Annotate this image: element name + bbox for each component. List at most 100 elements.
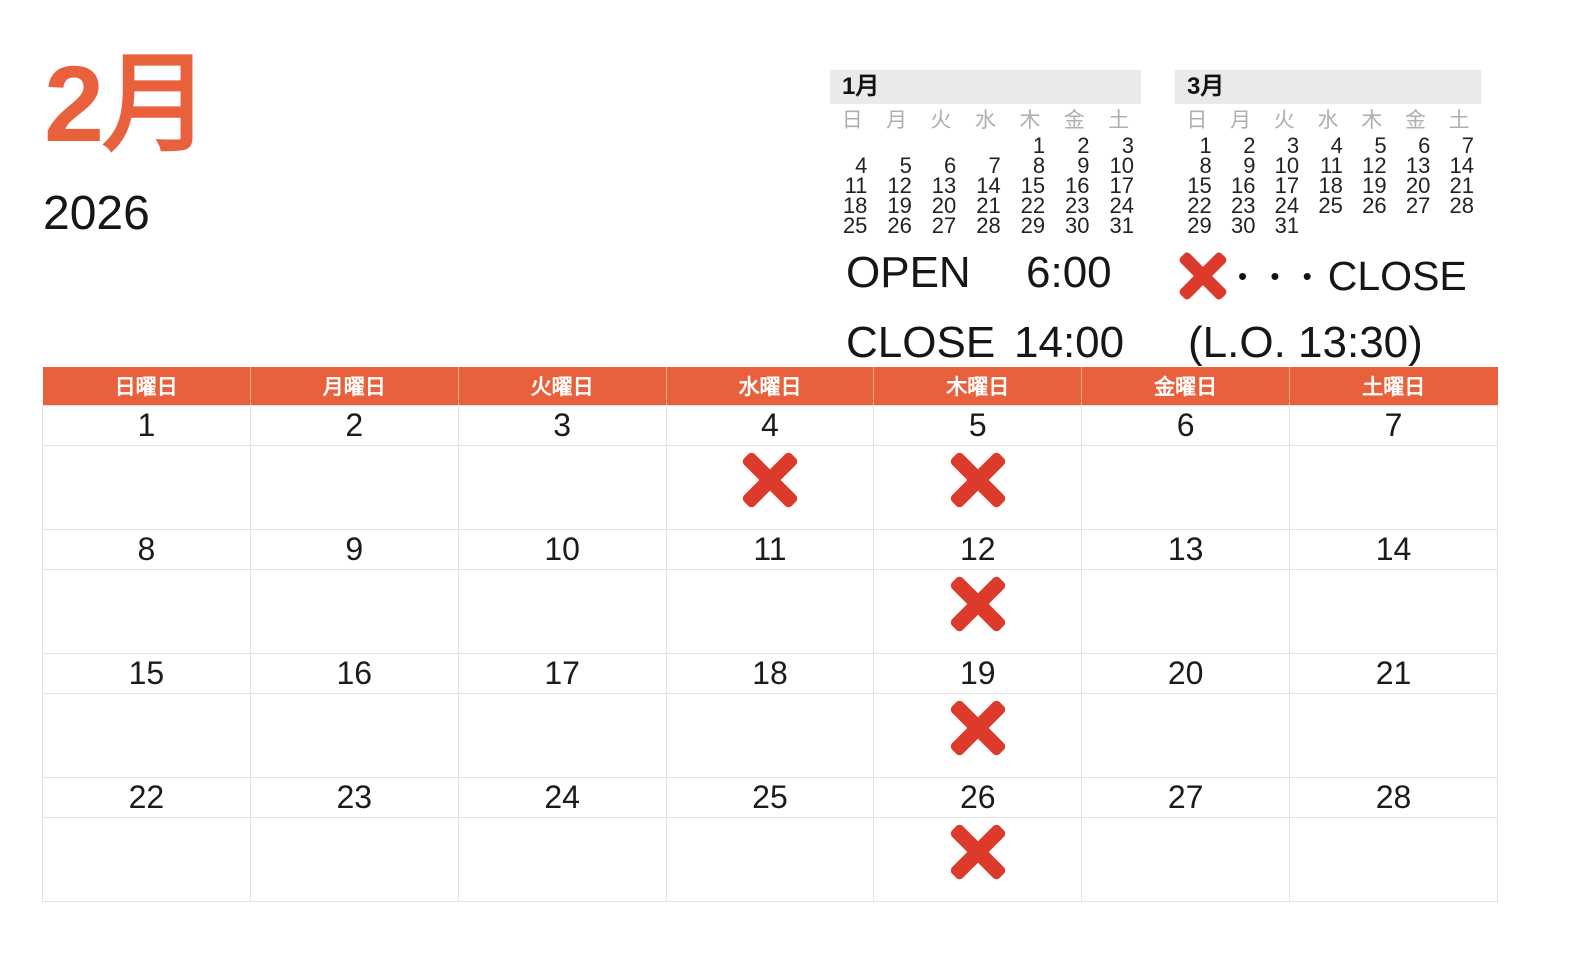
day-number: 5 (873, 404, 1083, 446)
mini-week-row: 15 16 17 18 19 20 21 (1175, 173, 1481, 198)
close-x-icon (950, 576, 1005, 631)
weekday-header: 月曜日 (250, 367, 459, 405)
day-number: 17 (457, 652, 667, 694)
mini-weekday-label: 金 (1063, 109, 1085, 132)
mini-day-empty (1306, 216, 1350, 236)
weekday-header: 金曜日 (1081, 367, 1291, 405)
day-number: 11 (665, 528, 875, 570)
mini-day: 1 (1032, 133, 1046, 158)
mini-day: 20 (1405, 173, 1431, 198)
day-number: 1 (42, 404, 251, 446)
mini-day: 31 (1109, 213, 1134, 238)
mini-day: 14 (976, 173, 1001, 198)
day-number: 3 (457, 404, 667, 446)
mini-day-empty (874, 136, 918, 156)
mini-day: 3 (1286, 133, 1300, 158)
mini-day: 22 (1187, 193, 1212, 218)
mini-calendar-march: 3月 日月火水木金土 1 2 3 4 5 6 7 8 9 10 11 12 13 14 15 16 17 18 19… (1175, 70, 1481, 238)
mini-day: 4 (1330, 133, 1343, 158)
mini-weekday-label: 土 (1448, 109, 1470, 132)
weekday-header: 火曜日 (458, 367, 667, 405)
day-number: 2 (249, 404, 459, 446)
mini-calendar-title: 1月 (830, 70, 1141, 104)
day-status-closed (873, 444, 1083, 530)
mini-week-row: 29 30 31 (1175, 213, 1481, 238)
mini-weekday-label: 金 (1404, 109, 1426, 132)
day-status-open (457, 568, 667, 654)
mini-week-row: 25 26 27 28 29 30 31 (830, 213, 1141, 238)
day-number: 25 (665, 776, 875, 818)
day-number: 24 (457, 776, 667, 818)
day-status-open (1289, 816, 1498, 902)
mini-day: 7 (1461, 133, 1475, 158)
mini-day: 1 (1199, 133, 1212, 158)
last-order-note: (L.O. 13:30) (1188, 318, 1423, 367)
mini-week-row: 11 12 13 14 15 16 17 (830, 173, 1141, 198)
mini-day: 16 (1230, 173, 1256, 198)
mini-day: 19 (1362, 173, 1387, 198)
day-status-open (665, 568, 875, 654)
mini-day: 24 (1109, 193, 1134, 218)
mini-day: 2 (1243, 133, 1256, 158)
mini-day: 2 (1077, 133, 1090, 158)
mini-day: 18 (1318, 173, 1343, 198)
mini-day: 9 (1243, 153, 1256, 178)
day-status-open (457, 444, 667, 530)
day-number: 18 (665, 652, 875, 694)
day-number: 7 (1289, 404, 1498, 446)
close-x-icon (950, 452, 1005, 507)
close-x-icon (742, 452, 798, 507)
mini-week-row: 1 2 3 4 5 6 7 (1175, 133, 1481, 158)
mini-weekday-label: 木 (1361, 109, 1383, 132)
monthly-calendar-table: 日曜日 月曜日 火曜日 水曜日 木曜日 金曜日 土曜日 1 2 3 4 5 6 7 8 9 10 11 12 13 1… (42, 367, 1498, 902)
mini-day-empty (830, 136, 874, 156)
day-status-open (457, 692, 667, 778)
mini-weekday-label: 月 (886, 109, 908, 132)
mini-day: 26 (1362, 193, 1387, 218)
day-status-closed (665, 444, 875, 530)
day-number: 10 (457, 528, 667, 570)
mini-day: 29 (1020, 213, 1046, 238)
day-status-open (1081, 816, 1291, 902)
page-title-month: 2月 (44, 43, 210, 164)
day-number: 26 (873, 776, 1083, 818)
date-row: 8 9 10 11 12 13 14 (42, 528, 1498, 570)
day-number: 13 (1081, 528, 1291, 570)
day-number: 16 (249, 652, 459, 694)
weekday-header: 土曜日 (1289, 367, 1498, 405)
day-status-open (42, 568, 251, 654)
mini-weekday-row: 日月火水木金土 (830, 104, 1141, 134)
mini-day: 27 (1405, 193, 1431, 218)
mini-day: 30 (1230, 213, 1256, 238)
status-row (42, 444, 1498, 530)
close-x-icon (950, 700, 1005, 755)
mini-day: 6 (1418, 133, 1431, 158)
mini-weekday-label: 水 (974, 109, 996, 132)
day-number: 19 (873, 652, 1083, 694)
day-status-open (42, 816, 251, 902)
mini-weekday-label: 土 (1108, 109, 1130, 132)
page-year: 2026 (43, 187, 150, 240)
close-x-icon (1179, 252, 1227, 300)
mini-day: 11 (844, 173, 868, 198)
day-number: 6 (1081, 404, 1291, 446)
day-number: 15 (42, 652, 251, 694)
mini-day-empty (919, 136, 963, 156)
mini-weekday-label: 火 (1273, 109, 1295, 132)
mini-day: 17 (1109, 173, 1134, 198)
day-status-open (42, 444, 251, 530)
close-x-icon (950, 824, 1005, 879)
mini-day: 19 (887, 193, 912, 218)
mini-day-empty (1350, 216, 1394, 236)
mini-day: 7 (988, 153, 1001, 178)
mini-day: 24 (1274, 193, 1300, 218)
day-number: 28 (1289, 776, 1498, 818)
day-number: 8 (42, 528, 251, 570)
day-status-open (1081, 444, 1291, 530)
mini-day: 14 (1449, 153, 1475, 178)
mini-day-empty (963, 136, 1007, 156)
day-status-closed (873, 568, 1083, 654)
date-row: 15 16 17 18 19 20 21 (42, 652, 1498, 694)
day-number: 21 (1289, 652, 1498, 694)
mini-week-row: 8 9 10 11 12 13 14 (1175, 153, 1481, 178)
